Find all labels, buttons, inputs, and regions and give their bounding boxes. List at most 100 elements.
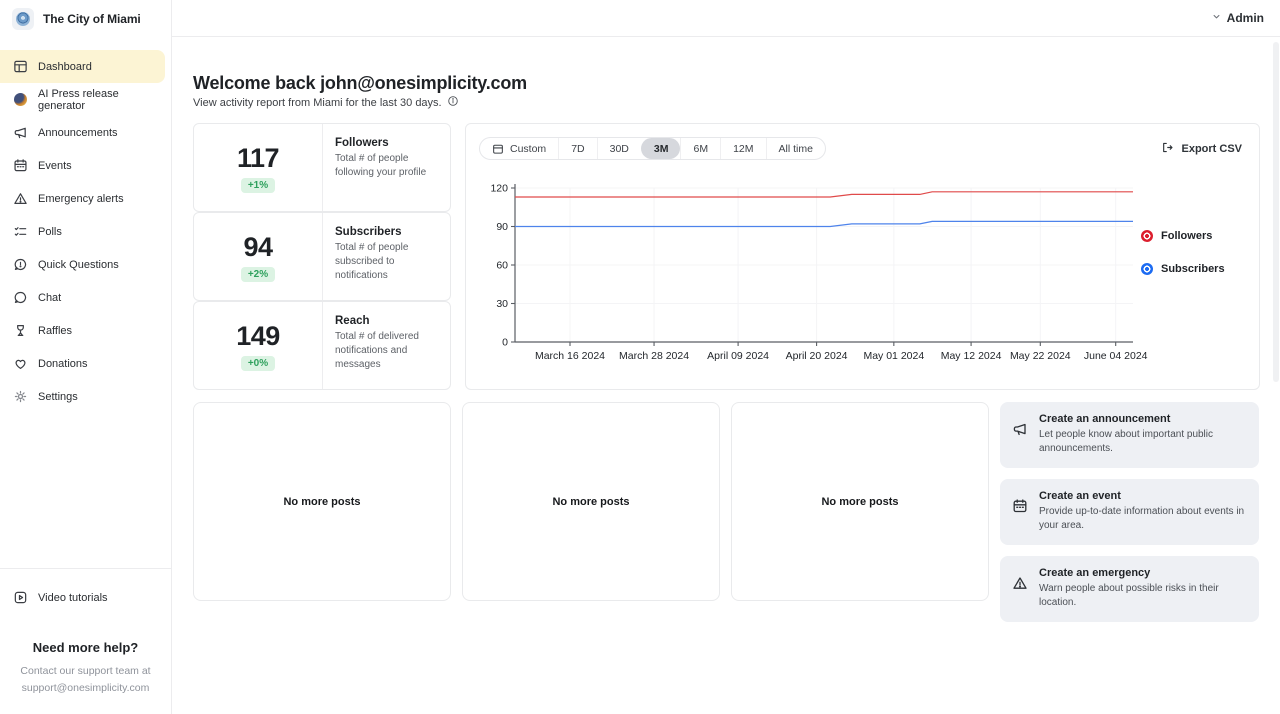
followers-dot-icon xyxy=(1141,230,1153,242)
sidebar-item-label: Announcements xyxy=(38,126,118,139)
range-label: All time xyxy=(778,142,813,155)
megaphone-icon xyxy=(1012,413,1029,456)
action-description: Warn people about possible risks in thei… xyxy=(1039,583,1219,608)
create-event-card[interactable]: Create an event Provide up-to-date infor… xyxy=(1000,479,1259,545)
svg-text:90: 90 xyxy=(496,221,508,233)
svg-text:60: 60 xyxy=(496,260,508,272)
range-7d-button[interactable]: 7D xyxy=(558,138,596,159)
sidebar-item-video-tutorials[interactable]: Video tutorials xyxy=(0,581,171,614)
chart-legend: Followers Subscribers xyxy=(1141,174,1246,384)
brand[interactable]: The City of Miami xyxy=(0,0,171,40)
stat-description: Total # of delivered notifications and m… xyxy=(335,331,419,370)
sidebar-item-quick-questions[interactable]: Quick Questions xyxy=(0,248,171,281)
svg-text:April 20 2024: April 20 2024 xyxy=(786,350,848,362)
date-range-selector: Custom 7D 30D 3M 6M 12M All time xyxy=(479,137,826,160)
svg-text:30: 30 xyxy=(496,298,508,310)
stat-card-subscribers: 94 +2% Subscribers Total # of people sub… xyxy=(193,212,451,301)
svg-text:120: 120 xyxy=(490,183,508,195)
checklist-icon xyxy=(12,224,28,240)
sidebar-item-events[interactable]: Events xyxy=(0,149,171,182)
svg-text:May 01 2024: May 01 2024 xyxy=(863,350,924,362)
dashboard-icon xyxy=(12,59,28,75)
city-logo xyxy=(12,8,34,30)
sidebar-item-chat[interactable]: Chat xyxy=(0,281,171,314)
create-emergency-card[interactable]: Create an emergency Warn people about po… xyxy=(1000,556,1259,622)
sidebar-nav: Dashboard AI Press release generator Ann… xyxy=(0,50,171,413)
help-email[interactable]: support@onesimplicity.com xyxy=(21,681,150,694)
sidebar-item-label: Donations xyxy=(38,357,88,370)
sidebar-item-label: Dashboard xyxy=(38,60,92,73)
stat-description: Total # of people following your profile xyxy=(335,153,427,178)
range-6m-button[interactable]: 6M xyxy=(680,138,720,159)
sidebar-item-label: Emergency alerts xyxy=(38,192,124,205)
stat-title: Reach xyxy=(335,315,370,327)
range-30d-button[interactable]: 30D xyxy=(596,138,641,159)
export-icon xyxy=(1161,141,1174,157)
subscribers-change-badge: +2% xyxy=(240,266,276,282)
admin-menu[interactable]: Admin xyxy=(1226,11,1264,25)
subscribers-count: 94 xyxy=(243,231,273,262)
stat-card-followers: 117 +1% Followers Total # of people foll… xyxy=(193,123,451,212)
no-more-posts-text: No more posts xyxy=(283,495,361,508)
range-12m-button[interactable]: 12M xyxy=(720,138,765,159)
sidebar-item-dashboard[interactable]: Dashboard xyxy=(0,50,165,83)
range-label: 6M xyxy=(693,142,709,155)
export-label: Export CSV xyxy=(1181,142,1242,155)
sidebar-item-announcements[interactable]: Announcements xyxy=(0,116,171,149)
page-scrollbar[interactable] xyxy=(1273,42,1279,382)
calendar-icon xyxy=(12,158,28,174)
ai-icon xyxy=(12,92,28,108)
brand-name: The City of Miami xyxy=(43,12,141,26)
page-title: Welcome back john@onesimplicity.com xyxy=(193,73,527,93)
range-label: 30D xyxy=(609,142,629,155)
svg-text:June 04 2024: June 04 2024 xyxy=(1084,350,1148,362)
range-label: 7D xyxy=(571,142,585,155)
sidebar-item-donations[interactable]: Donations xyxy=(0,347,171,380)
range-label: Custom xyxy=(510,142,547,155)
create-announcement-card[interactable]: Create an announcement Let people know a… xyxy=(1000,402,1259,468)
sidebar-item-label: Raffles xyxy=(38,324,73,337)
info-icon[interactable] xyxy=(447,95,459,110)
legend-label: Subscribers xyxy=(1161,263,1225,275)
stats-panel: 117 +1% Followers Total # of people foll… xyxy=(193,123,451,390)
sidebar-item-ai-press-release[interactable]: AI Press release generator xyxy=(0,83,171,116)
gear-icon xyxy=(12,389,28,405)
action-title: Create an event xyxy=(1039,490,1121,502)
reach-count: 149 xyxy=(236,320,280,351)
quick-actions: Create an announcement Let people know a… xyxy=(1000,402,1259,622)
sidebar-item-label: Events xyxy=(38,159,72,172)
range-alltime-button[interactable]: All time xyxy=(765,138,825,159)
range-label: 12M xyxy=(733,142,754,155)
svg-text:0: 0 xyxy=(502,337,508,349)
sidebar-item-raffles[interactable]: Raffles xyxy=(0,314,171,347)
stat-value-block: 94 +2% xyxy=(194,213,323,300)
sidebar-item-label: Chat xyxy=(38,291,62,304)
sidebar-item-label: Polls xyxy=(38,225,62,238)
page-subtitle: View activity report from Miami for the … xyxy=(193,95,459,110)
goblet-icon xyxy=(12,323,28,339)
sidebar-item-label: Settings xyxy=(38,390,78,403)
sidebar-item-polls[interactable]: Polls xyxy=(0,215,171,248)
svg-text:April 09 2024: April 09 2024 xyxy=(707,350,769,362)
chevron-down-icon xyxy=(1211,9,1222,27)
stat-card-reach: 149 +0% Reach Total # of delivered notif… xyxy=(193,301,451,390)
stat-value-block: 117 +1% xyxy=(194,124,323,211)
range-3m-button[interactable]: 3M xyxy=(640,138,681,159)
chart-body: 0 30 60 90 120 March 16 2024 March 28 2024 Apri… xyxy=(479,174,1246,384)
range-custom-button[interactable]: Custom xyxy=(480,138,558,159)
help-contact-text: Contact our support team at support@ones… xyxy=(0,663,171,696)
legend-item-followers[interactable]: Followers xyxy=(1141,230,1246,242)
stat-title: Subscribers xyxy=(335,226,402,238)
heart-icon xyxy=(12,356,28,372)
svg-text:March 16 2024: March 16 2024 xyxy=(535,350,605,362)
sidebar-item-label: Video tutorials xyxy=(38,591,108,604)
svg-text:May 22 2024: May 22 2024 xyxy=(1010,350,1071,362)
sidebar-item-settings[interactable]: Settings xyxy=(0,380,171,413)
svg-text:March 28 2024: March 28 2024 xyxy=(619,350,689,362)
export-csv-button[interactable]: Export CSV xyxy=(1161,141,1246,157)
legend-item-subscribers[interactable]: Subscribers xyxy=(1141,263,1246,275)
stat-title: Followers xyxy=(335,137,389,149)
calendar-icon xyxy=(1012,490,1029,533)
sidebar-item-emergency-alerts[interactable]: Emergency alerts xyxy=(0,182,171,215)
